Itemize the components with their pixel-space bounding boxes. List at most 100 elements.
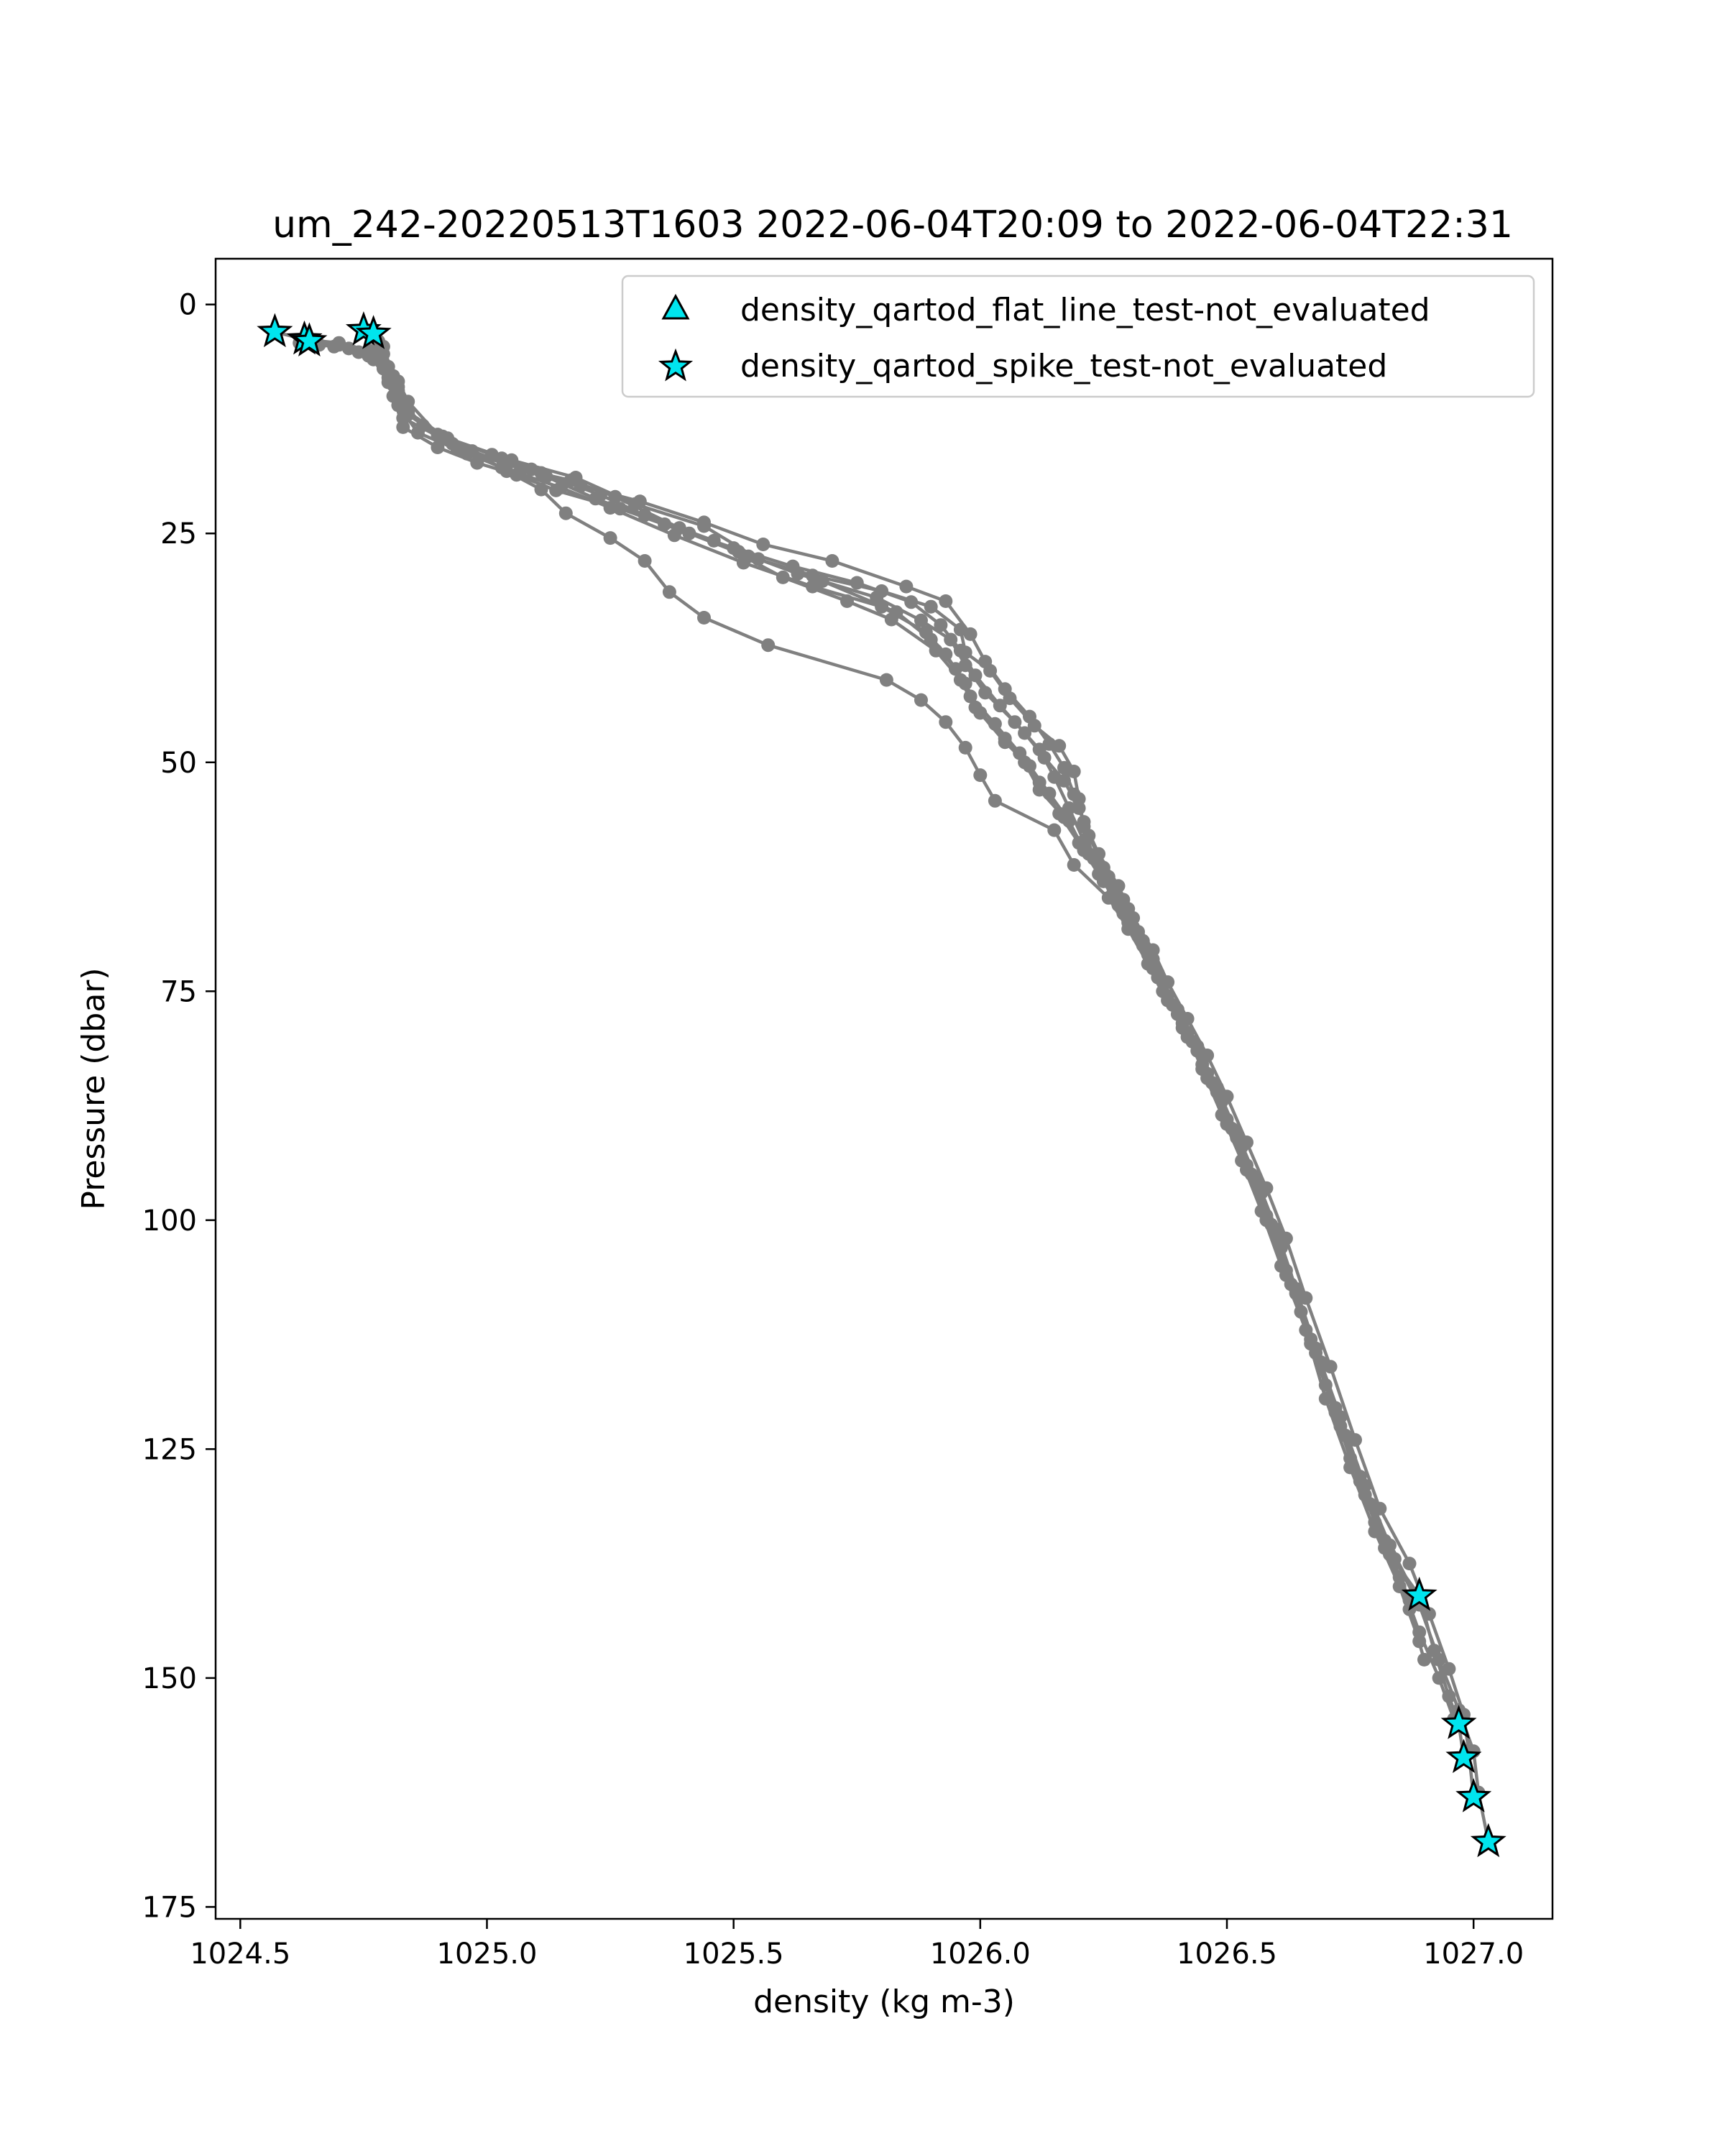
profile-point: [1023, 709, 1036, 724]
spike-test-flag-marker: [291, 322, 328, 356]
profile-point: [1141, 957, 1155, 971]
y-tick-label: 175: [142, 1891, 197, 1924]
profile-point: [1082, 847, 1096, 861]
profile-point: [1259, 1213, 1274, 1227]
profile-point: [1018, 755, 1032, 770]
profile-point: [534, 466, 548, 480]
profile-point: [603, 501, 617, 515]
profile-point: [603, 531, 617, 545]
profile-point: [386, 369, 400, 383]
profile-point: [1067, 858, 1081, 872]
plot-area: [214, 257, 1554, 1920]
profile-point: [1032, 742, 1046, 757]
x-tick-label: 1026.0: [930, 1938, 1031, 1971]
profile-point: [1220, 1117, 1234, 1131]
spike-test-flag-marker: [1445, 1738, 1482, 1774]
profile-point: [1378, 1541, 1392, 1555]
profile-point: [914, 693, 928, 707]
profile-point: [776, 570, 790, 584]
profile-point: [697, 519, 711, 533]
y-axis: 0 25 50 75 100 125 150 175: [142, 289, 216, 1924]
profile-point: [558, 506, 573, 520]
profile-point: [1432, 1652, 1446, 1667]
y-tick-label: 0: [179, 289, 197, 322]
profile-point: [1402, 1557, 1417, 1571]
chart-title: um_242-20220513T1603 2022-06-04T20:09 to…: [272, 203, 1513, 247]
spike-test-flag-marker: [1455, 1778, 1492, 1812]
profile-point: [914, 613, 928, 627]
series-layer: [267, 323, 1496, 1849]
legend-box: [621, 275, 1535, 398]
profile-point: [761, 638, 776, 653]
flag-marker-layer: [257, 311, 1506, 1858]
profile-point: [1101, 890, 1116, 905]
legend-label: density_qartod_flat_line_test-not_evalua…: [740, 292, 1430, 328]
profile-point: [1067, 787, 1081, 801]
y-tick-label: 75: [160, 975, 197, 1008]
profile-point: [553, 481, 568, 494]
profile-point: [569, 471, 583, 484]
profile-point: [944, 632, 958, 647]
profile-line: [362, 329, 1416, 1595]
profile-point: [939, 594, 953, 608]
plot-frame: [214, 257, 1554, 1920]
spike-test-flag-marker: [1470, 1823, 1506, 1858]
spike-test-flag-marker: [355, 315, 392, 349]
y-tick-label: 25: [160, 517, 197, 550]
profile-point: [667, 528, 681, 543]
profile-point: [593, 488, 607, 502]
x-axis-label: density (kg m-3): [753, 1984, 1015, 2020]
spike-test-flag-marker: [1401, 1576, 1438, 1611]
profile-point: [1417, 1652, 1431, 1667]
legend: density_qartod_flat_line_test-not_evalua…: [621, 275, 1535, 398]
x-tick-label: 1024.5: [190, 1938, 290, 1971]
profile-point: [332, 336, 346, 350]
spike-test-flag-marker: [257, 313, 293, 348]
profile-point: [968, 700, 983, 714]
legend-triangle-marker: [661, 293, 690, 320]
profile-point: [1422, 1607, 1436, 1621]
profile-point: [707, 533, 721, 548]
profile-point: [953, 673, 967, 687]
profile-point: [973, 768, 988, 783]
profile-point: [1161, 993, 1175, 1008]
profile-point: [963, 627, 978, 641]
y-tick-label: 125: [142, 1433, 197, 1466]
legend-star-marker: [658, 348, 694, 382]
profile-point: [850, 576, 864, 590]
profile-point: [815, 574, 829, 588]
legend-entries: density_qartod_flat_line_test-not_evalua…: [658, 292, 1430, 384]
x-tick-label: 1025.0: [437, 1938, 538, 1971]
profile-point: [929, 643, 943, 658]
profile-point: [978, 655, 993, 669]
y-tick-label: 50: [160, 747, 197, 780]
profile-point: [998, 732, 1012, 746]
profile-point: [1240, 1163, 1254, 1177]
y-tick-label: 100: [142, 1204, 197, 1238]
y-axis-label: Pressure (dbar): [75, 967, 112, 1210]
profile-point: [939, 715, 953, 729]
profile-point: [1279, 1268, 1293, 1282]
profile-series: [376, 339, 1431, 1667]
profile-point: [1057, 810, 1071, 824]
profile-point: [638, 508, 652, 522]
profile-point: [1353, 1474, 1367, 1488]
profile-point: [415, 418, 430, 433]
profile-point: [1077, 815, 1091, 829]
profile-point: [391, 391, 405, 405]
profile-series: [356, 323, 1422, 1601]
profile-point: [988, 793, 1002, 808]
profile-point: [840, 594, 854, 608]
profile-point: [1057, 760, 1071, 775]
legend-label: density_qartod_spike_test-not_evaluated: [740, 348, 1387, 384]
profile-point: [884, 612, 898, 627]
profile-point: [1047, 823, 1062, 837]
profile-point: [697, 611, 711, 625]
profile-point: [825, 554, 840, 568]
profile-point: [879, 673, 893, 687]
profile-point: [662, 585, 676, 599]
x-tick-label: 1025.5: [684, 1938, 784, 1971]
profile-point: [1032, 783, 1046, 797]
profile-point: [924, 599, 938, 614]
profile-point: [465, 444, 479, 459]
